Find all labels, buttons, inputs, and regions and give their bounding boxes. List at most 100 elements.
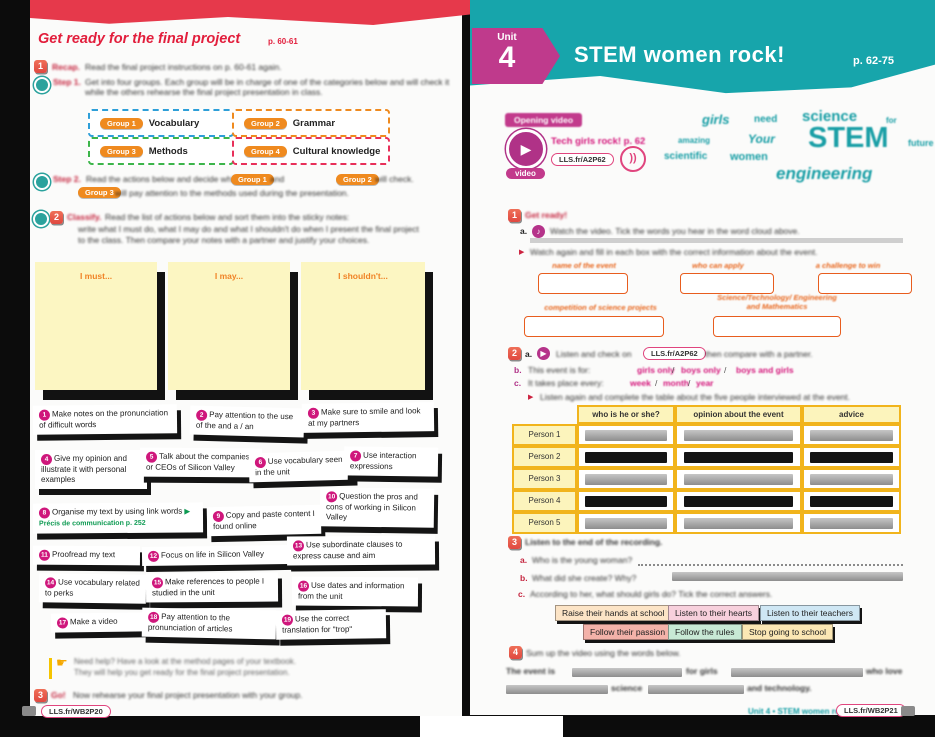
lls-link-wb2p21[interactable]: LLS.fr/WB2P21: [836, 704, 906, 717]
task-card-text: Make a video: [69, 616, 118, 627]
tick-option-follow-passion[interactable]: Follow their passion: [583, 624, 673, 640]
answer-dotted-line[interactable]: [638, 563, 903, 566]
answer-bar[interactable]: [731, 668, 863, 677]
table-row-label: Person 2: [512, 446, 577, 468]
unit-number: 4: [498, 41, 516, 74]
group3-inline-pill: Group 3: [78, 187, 121, 198]
video-caption: Tech girls rock! p. 62: [551, 136, 646, 147]
answer-bar[interactable]: [672, 572, 903, 581]
task-card: 7 Use interaction expressions: [343, 446, 439, 477]
task-card: 1 Make notes on the pronunciation of diff…: [32, 404, 178, 435]
table-row-label: Person 4: [512, 490, 577, 512]
bottom-page-tab: [420, 716, 563, 737]
answer-box[interactable]: [713, 316, 841, 337]
task-number-badge: 16: [297, 580, 310, 592]
r-activity1-arrow-text: Watch again and fill in each box with th…: [530, 247, 818, 257]
lls-link-wb2p20[interactable]: LLS.fr/WB2P20: [41, 705, 111, 718]
answer-bar[interactable]: [648, 685, 744, 694]
answer-box[interactable]: [524, 316, 664, 337]
intro-text: Read the final project instructions on p…: [85, 62, 282, 72]
table-cell[interactable]: [802, 468, 901, 490]
task-card-text: Make references to people I studied in t…: [152, 576, 265, 598]
tick-option-listen-hearts[interactable]: Listen to their hearts: [668, 605, 760, 621]
cloud-word: for: [886, 116, 897, 125]
task-card-text: Make sure to smile and look at my partne…: [308, 406, 421, 428]
option-boys-and-girls[interactable]: boys and girls: [736, 365, 794, 375]
box-label: a challenge to win: [815, 261, 881, 270]
table-cell[interactable]: [577, 424, 675, 446]
speaker-icon[interactable]: ♪: [532, 225, 545, 238]
table-cell[interactable]: [675, 424, 802, 446]
play-circle-icon[interactable]: ▶: [537, 347, 550, 360]
task-card-text: Use vocabulary seen in the unit: [255, 454, 343, 478]
task-number-badge: 9: [212, 510, 225, 523]
table-cell[interactable]: [577, 512, 675, 534]
table-row-label: Person 1: [512, 424, 577, 446]
sticky-note-title: I must...: [79, 271, 113, 281]
tick-option-stop-school[interactable]: Stop going to school: [742, 624, 834, 640]
task-number-badge: 4: [41, 454, 52, 465]
task-card-text: Organise my text by using link words: [51, 506, 183, 517]
task-number-badge: 17: [56, 617, 69, 629]
r-activity1-badge: 1: [508, 209, 521, 222]
task-card: 14 Use vocabulary related to perks: [38, 573, 147, 604]
r-activity3-b: b.: [520, 573, 528, 583]
option-year[interactable]: year: [696, 378, 714, 388]
sticky-note-must[interactable]: I must...: [35, 262, 157, 390]
step2-label: Step 2.: [53, 174, 81, 184]
audio-icon[interactable]: )): [620, 146, 646, 172]
table-cell[interactable]: [577, 446, 675, 468]
tick-option-raise-hands[interactable]: Raise their hands at school: [555, 605, 672, 621]
sticky-note-may[interactable]: I may...: [168, 262, 290, 390]
table-cell[interactable]: [802, 490, 901, 512]
task-card: 4 Give my opinion and illustrate it with …: [35, 450, 147, 489]
cloud-word: engineering: [776, 164, 873, 183]
timer-icon: [34, 174, 50, 190]
table-cell[interactable]: [675, 490, 802, 512]
r-activity3-c: c.: [518, 589, 526, 599]
table-row-label: Person 5: [512, 512, 577, 534]
video-tag-pill[interactable]: video: [506, 168, 545, 179]
table-cell[interactable]: [802, 424, 901, 446]
lls-link-a2p62-2[interactable]: LLS.fr/A2P62: [643, 347, 706, 360]
task-number-badge: 7: [349, 450, 362, 462]
option-month[interactable]: month: [663, 378, 689, 388]
video-play-button[interactable]: ▶: [506, 129, 546, 169]
table-cell[interactable]: [577, 490, 675, 512]
table-cell[interactable]: [675, 512, 802, 534]
answer-box[interactable]: [680, 273, 774, 294]
task-card: 17 Make a video: [50, 612, 144, 633]
table-cell[interactable]: [802, 446, 901, 468]
cloud-word: science: [802, 108, 858, 125]
table-corner: [512, 405, 577, 424]
answer-bar[interactable]: [572, 668, 682, 677]
r-activity2-b-text: This event is for:: [528, 365, 591, 375]
answer-strip[interactable]: [530, 238, 903, 243]
option-week[interactable]: week: [630, 378, 651, 388]
task-card: 18 Pay attention to the pronunciation of …: [141, 607, 277, 640]
gap-word: The event is: [506, 666, 556, 676]
table-cell[interactable]: [577, 468, 675, 490]
table-cell[interactable]: [802, 512, 901, 534]
option-boys-only[interactable]: boys only: [681, 365, 721, 375]
task-number-badge: 3: [307, 407, 320, 419]
sticky-note-title: I shouldn't...: [338, 271, 388, 281]
sticky-note-title: I may...: [214, 271, 244, 281]
answer-box[interactable]: [538, 273, 628, 294]
option-girls-only[interactable]: girls only: [637, 365, 675, 375]
gap-word: for girls: [686, 666, 718, 676]
table-cell[interactable]: [675, 468, 802, 490]
group2-pill: Group 2: [244, 117, 287, 129]
tick-option-listen-teachers[interactable]: Listen to their teachers: [760, 605, 860, 621]
task-number-badge: 2: [196, 409, 208, 421]
unit-pages-ref: p. 62-75: [853, 55, 894, 67]
lls-link-a2p62[interactable]: LLS.fr/A2P62: [551, 153, 614, 166]
r-activity4-text: Sum up the video using the words below.: [526, 648, 681, 658]
answer-bar[interactable]: [506, 685, 608, 694]
task-card-text: Use subordinate clauses to express cause…: [293, 539, 403, 561]
tick-option-follow-rules[interactable]: Follow the rules: [668, 624, 742, 640]
sticky-note-shouldnt[interactable]: I shouldn't...: [301, 262, 425, 390]
task-card: 3 Make sure to smile and look at my partn…: [301, 402, 435, 433]
answer-box[interactable]: [818, 273, 912, 294]
table-cell[interactable]: [675, 446, 802, 468]
